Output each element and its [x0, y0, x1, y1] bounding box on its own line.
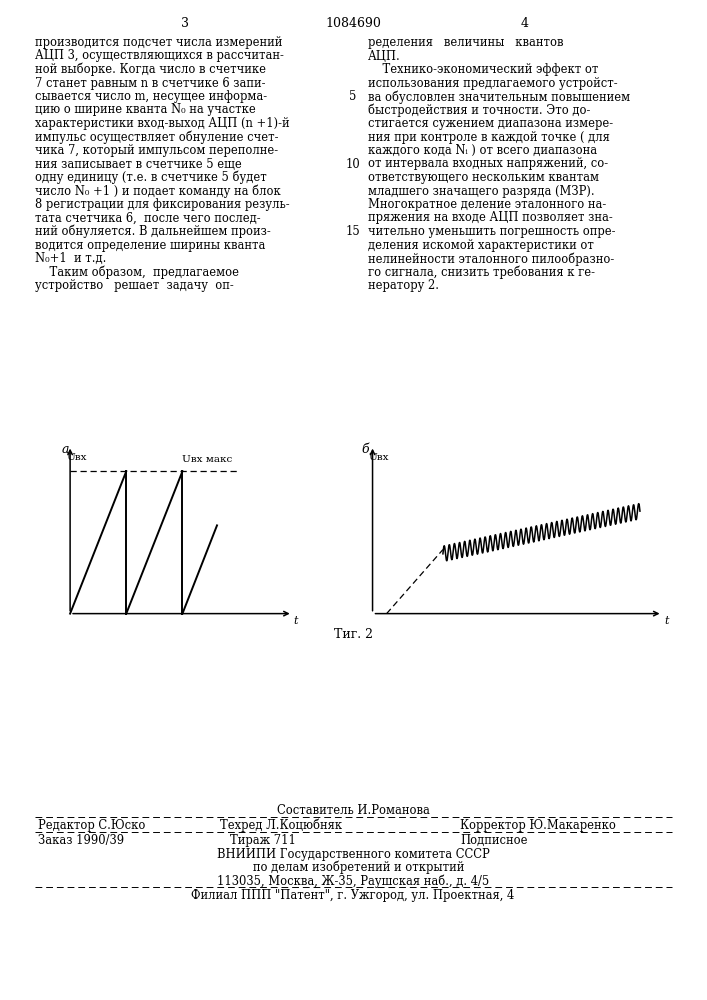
- Text: ний обнуляется. В дальнейшем произ-: ний обнуляется. В дальнейшем произ-: [35, 225, 271, 238]
- Text: чика 7, который импульсом переполне-: чика 7, который импульсом переполне-: [35, 144, 278, 157]
- Text: 3: 3: [181, 17, 189, 30]
- Text: ределения   величины   квантов: ределения величины квантов: [368, 36, 563, 49]
- Text: использования предлагаемого устройст-: использования предлагаемого устройст-: [368, 77, 618, 90]
- Text: Подписное: Подписное: [460, 834, 527, 847]
- Text: Uвх: Uвх: [368, 453, 389, 462]
- Text: тата счетчика 6,  после чего послед-: тата счетчика 6, после чего послед-: [35, 212, 261, 225]
- Text: Тираж 711: Тираж 711: [230, 834, 296, 847]
- Text: ния при контроле в каждой точке ( для: ния при контроле в каждой точке ( для: [368, 130, 610, 143]
- Text: 113035, Москва, Ж-35, Раушская наб., д. 4/5: 113035, Москва, Ж-35, Раушская наб., д. …: [217, 874, 489, 888]
- Text: Заказ 1990/39: Заказ 1990/39: [38, 834, 124, 847]
- Text: Многократное деление эталонного на-: Многократное деление эталонного на-: [368, 198, 606, 211]
- Text: младшего значащего разряда (МЗР).: младшего значащего разряда (МЗР).: [368, 184, 595, 198]
- Text: по делам изобретений и открытий: по делам изобретений и открытий: [242, 861, 464, 874]
- Text: ной выборке. Когда число в счетчике: ной выборке. Когда число в счетчике: [35, 63, 266, 77]
- Text: АЦП 3, осуществляющихся в рассчитан-: АЦП 3, осуществляющихся в рассчитан-: [35, 49, 284, 62]
- Text: 1084690: 1084690: [325, 17, 381, 30]
- Text: характеристики вход-выход АЦП (n +1)-й: характеристики вход-выход АЦП (n +1)-й: [35, 117, 290, 130]
- Text: стигается сужением диапазона измере-: стигается сужением диапазона измере-: [368, 117, 613, 130]
- Text: деления искомой характеристики от: деления искомой характеристики от: [368, 238, 594, 251]
- Text: ответствующего нескольким квантам: ответствующего нескольким квантам: [368, 171, 599, 184]
- Text: цию о ширине кванта N₀ на участке: цию о ширине кванта N₀ на участке: [35, 104, 256, 116]
- Text: ва обусловлен значительным повышением: ва обусловлен значительным повышением: [368, 90, 630, 104]
- Text: Филиал ППП "Патент", г. Ужгород, ул. Проектная, 4: Филиал ППП "Патент", г. Ужгород, ул. Про…: [192, 889, 515, 902]
- Text: а: а: [62, 443, 69, 456]
- Text: каждого кода Nᵢ ) от всего диапазона: каждого кода Nᵢ ) от всего диапазона: [368, 144, 597, 157]
- Text: Uвх макс: Uвх макс: [182, 455, 233, 464]
- Text: производится подсчет числа измерений: производится подсчет числа измерений: [35, 36, 282, 49]
- Text: 15: 15: [346, 225, 361, 238]
- Text: Технико-экономический эффект от: Технико-экономический эффект от: [368, 63, 598, 76]
- Text: N₀+1  и т.д.: N₀+1 и т.д.: [35, 252, 106, 265]
- Text: нератору 2.: нератору 2.: [368, 279, 439, 292]
- Text: ния записывает в счетчике 5 еще: ния записывает в счетчике 5 еще: [35, 157, 242, 170]
- Text: 10: 10: [346, 157, 361, 170]
- Text: Техред Л.Коцюбняк: Техред Л.Коцюбняк: [220, 819, 342, 832]
- Text: Редактор С.Юско: Редактор С.Юско: [38, 819, 146, 832]
- Text: Таким образом,  предлагаемое: Таким образом, предлагаемое: [35, 265, 239, 279]
- Text: чительно уменьшить погрешность опре-: чительно уменьшить погрешность опре-: [368, 225, 616, 238]
- Text: пряжения на входе АЦП позволяет зна-: пряжения на входе АЦП позволяет зна-: [368, 212, 613, 225]
- Text: нелинейности эталонного пилообразно-: нелинейности эталонного пилообразно-: [368, 252, 614, 265]
- Text: Uвх: Uвх: [67, 453, 88, 462]
- Text: ВНИИПИ Государственного комитета СССР: ВНИИПИ Государственного комитета СССР: [216, 848, 489, 861]
- Text: импульс осуществляет обнуление счет-: импульс осуществляет обнуление счет-: [35, 130, 279, 144]
- Text: сывается число m, несущее информа-: сывается число m, несущее информа-: [35, 90, 267, 103]
- Text: от интервала входных напряжений, со-: от интервала входных напряжений, со-: [368, 157, 608, 170]
- Text: быстродействия и точности. Это до-: быстродействия и точности. Это до-: [368, 104, 590, 117]
- Text: 5: 5: [349, 90, 357, 103]
- Text: 4: 4: [521, 17, 529, 30]
- Text: Корректор Ю.Макаренко: Корректор Ю.Макаренко: [460, 819, 616, 832]
- Text: го сигнала, снизить требования к ге-: го сигнала, снизить требования к ге-: [368, 265, 595, 279]
- Text: Τиг. 2: Τиг. 2: [334, 628, 373, 641]
- Text: б: б: [361, 443, 369, 456]
- Text: t: t: [664, 616, 668, 626]
- Text: 7 станет равным n в счетчике 6 запи-: 7 станет равным n в счетчике 6 запи-: [35, 77, 266, 90]
- Text: число N₀ +1 ) и подает команду на блок: число N₀ +1 ) и подает команду на блок: [35, 184, 281, 198]
- Text: одну единицу (т.е. в счетчике 5 будет: одну единицу (т.е. в счетчике 5 будет: [35, 171, 267, 184]
- Text: t: t: [293, 616, 298, 626]
- Text: 8 регистрации для фиксирования резуль-: 8 регистрации для фиксирования резуль-: [35, 198, 290, 211]
- Text: АЦП.: АЦП.: [368, 49, 401, 62]
- Text: устройство   решает  задачу  оп-: устройство решает задачу оп-: [35, 279, 234, 292]
- Text: водится определение ширины кванта: водится определение ширины кванта: [35, 238, 265, 251]
- Text: Составитель И.Романова: Составитель И.Романова: [276, 804, 429, 817]
